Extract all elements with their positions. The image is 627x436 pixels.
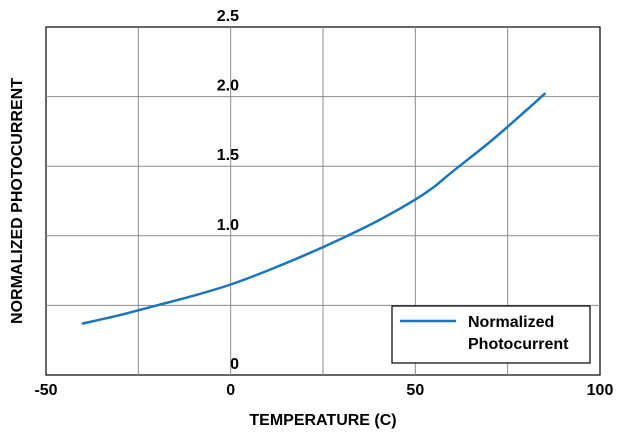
y-tick-label: 2.0 (217, 78, 239, 95)
legend-box (391, 305, 591, 364)
y-tick-label: 0 (230, 356, 239, 373)
x-tick-label: 0 (226, 382, 235, 399)
y-axis-label: NORMALIZED PHOTOCURRENT (9, 78, 26, 324)
x-tick-label: 50 (406, 382, 424, 399)
legend: Normalized Photocurrent (391, 305, 591, 364)
legend-label-line-1: Normalized (468, 314, 554, 331)
x-axis-label: TEMPERATURE (C) (249, 412, 396, 429)
y-tick-label: 1.0 (217, 217, 239, 234)
y-tick-labels: 0 1.0 1.5 2.0 2.5 (217, 8, 239, 373)
x-tick-label: -50 (34, 382, 57, 399)
grid-lines (46, 27, 600, 375)
y-tick-label: 2.5 (217, 8, 239, 25)
x-tick-labels: -50 0 50 100 (34, 382, 613, 399)
legend-label: Normalized Photocurrent (468, 314, 569, 353)
x-tick-label: 100 (587, 382, 614, 399)
y-tick-label: 1.5 (217, 147, 239, 164)
series-line (81, 92, 546, 325)
legend-label-line-2: Photocurrent (468, 336, 569, 353)
